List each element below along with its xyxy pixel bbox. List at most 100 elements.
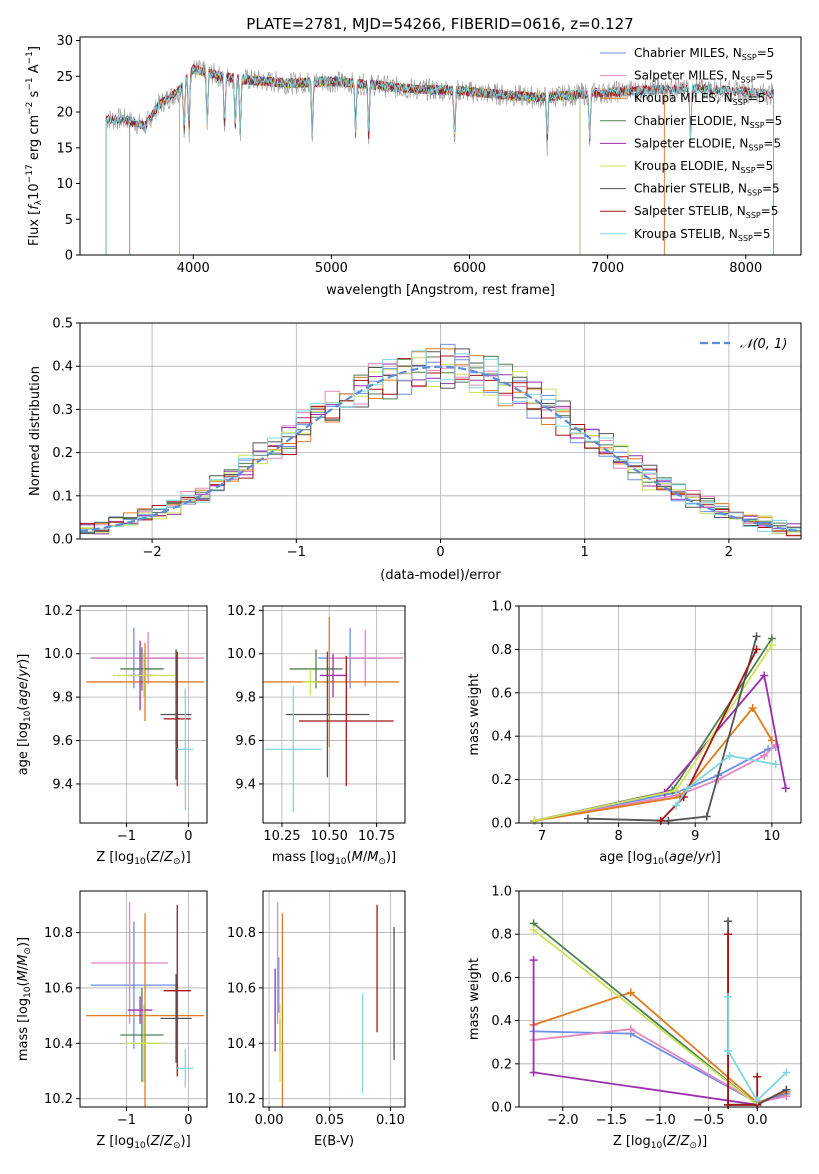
y-tick-label: 10.2 bbox=[44, 604, 73, 619]
x-axis-label: Z [log10(Z/Z⊙)] bbox=[96, 1134, 190, 1151]
y-tick-label: 25 bbox=[56, 70, 73, 85]
legend-text: Salpeter ELODIE, N bbox=[634, 136, 748, 150]
weight-line bbox=[587, 636, 758, 822]
weight-marker bbox=[530, 816, 539, 825]
x-tick-label: 10.50 bbox=[311, 829, 348, 844]
weight-marker bbox=[724, 930, 733, 939]
x-tick-label: 5000 bbox=[315, 261, 348, 276]
x-axis-label: E(B-V) bbox=[314, 1134, 354, 1149]
y-tick-label: 10.2 bbox=[227, 1092, 256, 1107]
x-tick-label: −1 bbox=[287, 545, 306, 560]
y-tick-label: 9.4 bbox=[235, 777, 256, 792]
legend-subscript: SSP bbox=[750, 121, 765, 130]
x-tick-label: 1 bbox=[581, 545, 589, 560]
y-tick-label: 0.6 bbox=[491, 971, 512, 986]
weight-marker bbox=[753, 1072, 762, 1081]
y-tick-label: 0.4 bbox=[491, 1014, 512, 1029]
y-tick-label: 20 bbox=[56, 106, 73, 121]
legend-text: =5 bbox=[763, 136, 781, 150]
weight-line bbox=[533, 929, 758, 1106]
x-tick-label: 0.05 bbox=[315, 1113, 344, 1128]
weight-marker bbox=[767, 641, 776, 650]
legend-entry: Kroupa STELIB, NSSP=5 bbox=[634, 227, 771, 243]
x-axis-label: age [log10(age/yr)] bbox=[599, 850, 721, 867]
weight-marker bbox=[529, 1068, 538, 1077]
y-tick-label: 9.8 bbox=[235, 691, 256, 706]
y-tick-label: 10 bbox=[56, 177, 73, 192]
y-axis-label: mass [log10(M/M⊙)] bbox=[16, 937, 33, 1061]
weight-marker bbox=[724, 1046, 733, 1055]
weight-marker bbox=[683, 784, 692, 793]
weight-marker bbox=[626, 1025, 635, 1034]
error-bar-point bbox=[86, 642, 204, 722]
normal-curve bbox=[80, 365, 801, 533]
error-bar-point bbox=[177, 1048, 194, 1088]
model-spectrum bbox=[105, 66, 774, 255]
legend-subscript: SSP bbox=[746, 211, 761, 220]
weight-marker bbox=[771, 740, 780, 749]
x-tick-label: 4000 bbox=[177, 261, 210, 276]
y-tick-label: 0.5 bbox=[52, 317, 73, 332]
figure-title: PLATE=2781, MJD=54266, FIBERID=0616, z=0… bbox=[246, 15, 633, 33]
y-tick-label: 0.8 bbox=[491, 928, 512, 943]
y-axis-label: mass weight bbox=[467, 673, 482, 755]
weight-marker bbox=[702, 812, 711, 821]
x-tick-label: −1 bbox=[117, 829, 136, 844]
weight-marker bbox=[583, 814, 592, 823]
axes-frame bbox=[79, 36, 802, 256]
y-tick-label: 10.4 bbox=[227, 1037, 256, 1052]
legend-entry: Salpeter STELIB, NSSP=5 bbox=[634, 204, 778, 220]
legend-text: Chabrier MILES, N bbox=[634, 46, 742, 60]
y-axis-label: mass weight bbox=[467, 958, 482, 1040]
y-tick-label: 0.0 bbox=[491, 817, 512, 832]
x-tick-label: 8000 bbox=[729, 261, 762, 276]
error-bar-point bbox=[92, 632, 204, 685]
weight-lines bbox=[530, 632, 790, 825]
weight-line bbox=[727, 934, 759, 1106]
legend-subscript: SSP bbox=[738, 234, 753, 243]
weight-line bbox=[533, 1028, 787, 1104]
weight-marker bbox=[752, 645, 761, 654]
axes-frame bbox=[79, 890, 208, 1108]
y-tick-label: 0.2 bbox=[491, 773, 512, 788]
x-axis-label: Z [log10(Z/Z⊙)] bbox=[613, 1134, 707, 1151]
y-tick-label: 0 bbox=[65, 249, 73, 264]
x-tick-label: 6000 bbox=[453, 261, 486, 276]
legend-text: Kroupa MILES, N bbox=[634, 91, 733, 105]
panel-mass-weight-vs-age: 7 8 9 10 0.0 0.2 0.4 0.6 0.8 1.0 age [log10(age/yr… bbox=[467, 600, 802, 867]
weight-marker bbox=[767, 736, 776, 745]
x-axis-label: Z [log10(Z/Z⊙)] bbox=[96, 850, 190, 867]
x-tick-label: 10.75 bbox=[358, 829, 395, 844]
legend-subscript: SSP bbox=[741, 166, 756, 175]
weight-line bbox=[534, 706, 773, 822]
legend-text: =5 bbox=[762, 182, 780, 196]
error-bar-point bbox=[120, 987, 164, 1083]
weight-marker bbox=[626, 988, 635, 997]
legend-text: Kroupa STELIB, N bbox=[634, 227, 738, 241]
weight-marker bbox=[529, 956, 538, 965]
weight-line bbox=[675, 754, 776, 807]
axes-frame bbox=[262, 605, 406, 824]
error-bar-point bbox=[319, 653, 347, 698]
weight-marker bbox=[724, 1100, 733, 1109]
x-tick-label: 0 bbox=[184, 829, 192, 844]
legend-text: Chabrier STELIB, N bbox=[634, 182, 747, 196]
y-tick-label: 1.0 bbox=[491, 885, 512, 900]
panel-spectrum: 4000 5000 6000 7000 8000 0 5 10 15 20 25 30 waveleng… bbox=[25, 34, 802, 298]
error-bar-point bbox=[163, 904, 191, 1077]
weight-marker bbox=[724, 917, 733, 926]
y-tick-label: 10.0 bbox=[227, 647, 256, 662]
error-bar-point bbox=[289, 649, 343, 689]
weight-marker bbox=[725, 751, 734, 760]
axes-frame bbox=[518, 605, 802, 824]
legend-entry: Kroupa MILES, NSSP=5 bbox=[634, 91, 765, 107]
y-tick-label: 10.6 bbox=[44, 981, 73, 996]
x-tick-label: −2 bbox=[143, 545, 162, 560]
legend-text: =5 bbox=[765, 114, 783, 128]
error-bar-point bbox=[86, 913, 204, 1107]
y-tick-label: 0.8 bbox=[491, 643, 512, 658]
weight-marker bbox=[724, 992, 733, 1001]
weight-line bbox=[534, 638, 773, 822]
legend-text: =5 bbox=[748, 91, 766, 105]
